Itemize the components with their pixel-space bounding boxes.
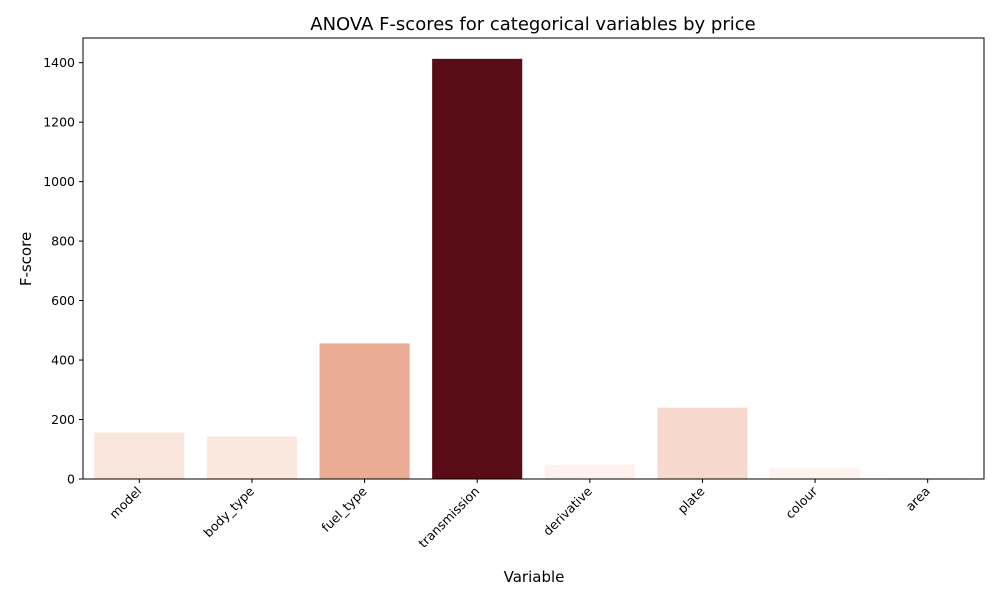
bar-colour	[770, 468, 861, 479]
y-tick-label: 1400	[43, 55, 75, 70]
chart-title: ANOVA F-scores for categorical variables…	[310, 14, 755, 35]
bars-group	[94, 58, 973, 479]
plot-frame	[82, 37, 985, 480]
y-axis-title: F-score	[17, 232, 35, 286]
bar-transmission	[432, 58, 523, 479]
bar-plate	[657, 407, 748, 479]
y-tick-label: 600	[51, 293, 75, 308]
bar-derivative	[544, 464, 635, 479]
y-tick-label: 1000	[43, 174, 75, 189]
y-tick-label: 1200	[43, 115, 75, 130]
y-axis: 0 200 400 600 800 1000 1200 1400	[43, 55, 83, 487]
bar-fuel_type	[319, 343, 410, 479]
x-axis-title: Variable	[504, 568, 565, 586]
y-tick-label: 400	[51, 353, 75, 368]
bar-model	[94, 432, 185, 479]
y-tick-label: 200	[51, 412, 75, 427]
y-tick-label: 800	[51, 234, 75, 249]
y-tick-label: 0	[67, 472, 75, 487]
bar-body_type	[206, 436, 297, 479]
